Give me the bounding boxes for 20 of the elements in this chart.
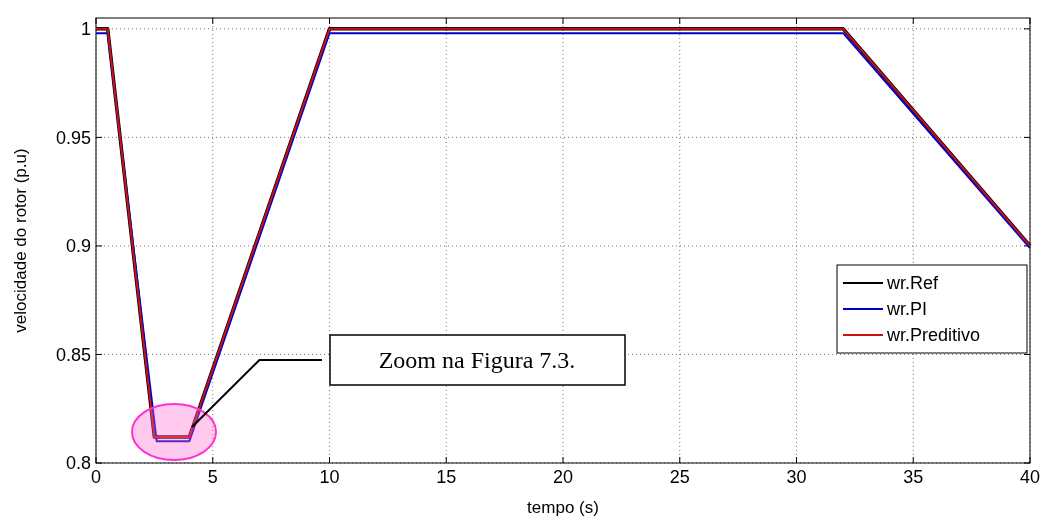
legend-label: wr.Preditivo [886,325,981,346]
x-axis-title: tempo (s) [527,498,599,517]
legend-label: wr.PI [886,299,928,320]
y-tick-label: 0.8 [65,453,91,474]
y-tick-label: 1 [80,19,91,40]
y-axis-title: velocidade do rotor (p.u) [11,148,30,333]
x-tick-label: 30 [786,467,807,487]
x-tick-label: 40 [1019,467,1041,487]
x-tick-label: 15 [436,467,457,487]
x-tick-label: 20 [552,467,574,487]
y-tick-label: 0.85 [55,344,91,365]
y-tick-label: 0.9 [65,236,91,257]
annotation: Zoom na Figura 7.3. [378,347,576,373]
x-tick-label: 5 [207,467,218,487]
x-tick-label: 25 [669,467,690,487]
x-tick-label: 10 [319,467,340,487]
legend-label: wr.Ref [886,273,940,294]
y-tick-label: 0.95 [55,127,91,148]
x-tick-label: 35 [903,467,924,487]
x-tick-label: 0 [90,467,102,487]
